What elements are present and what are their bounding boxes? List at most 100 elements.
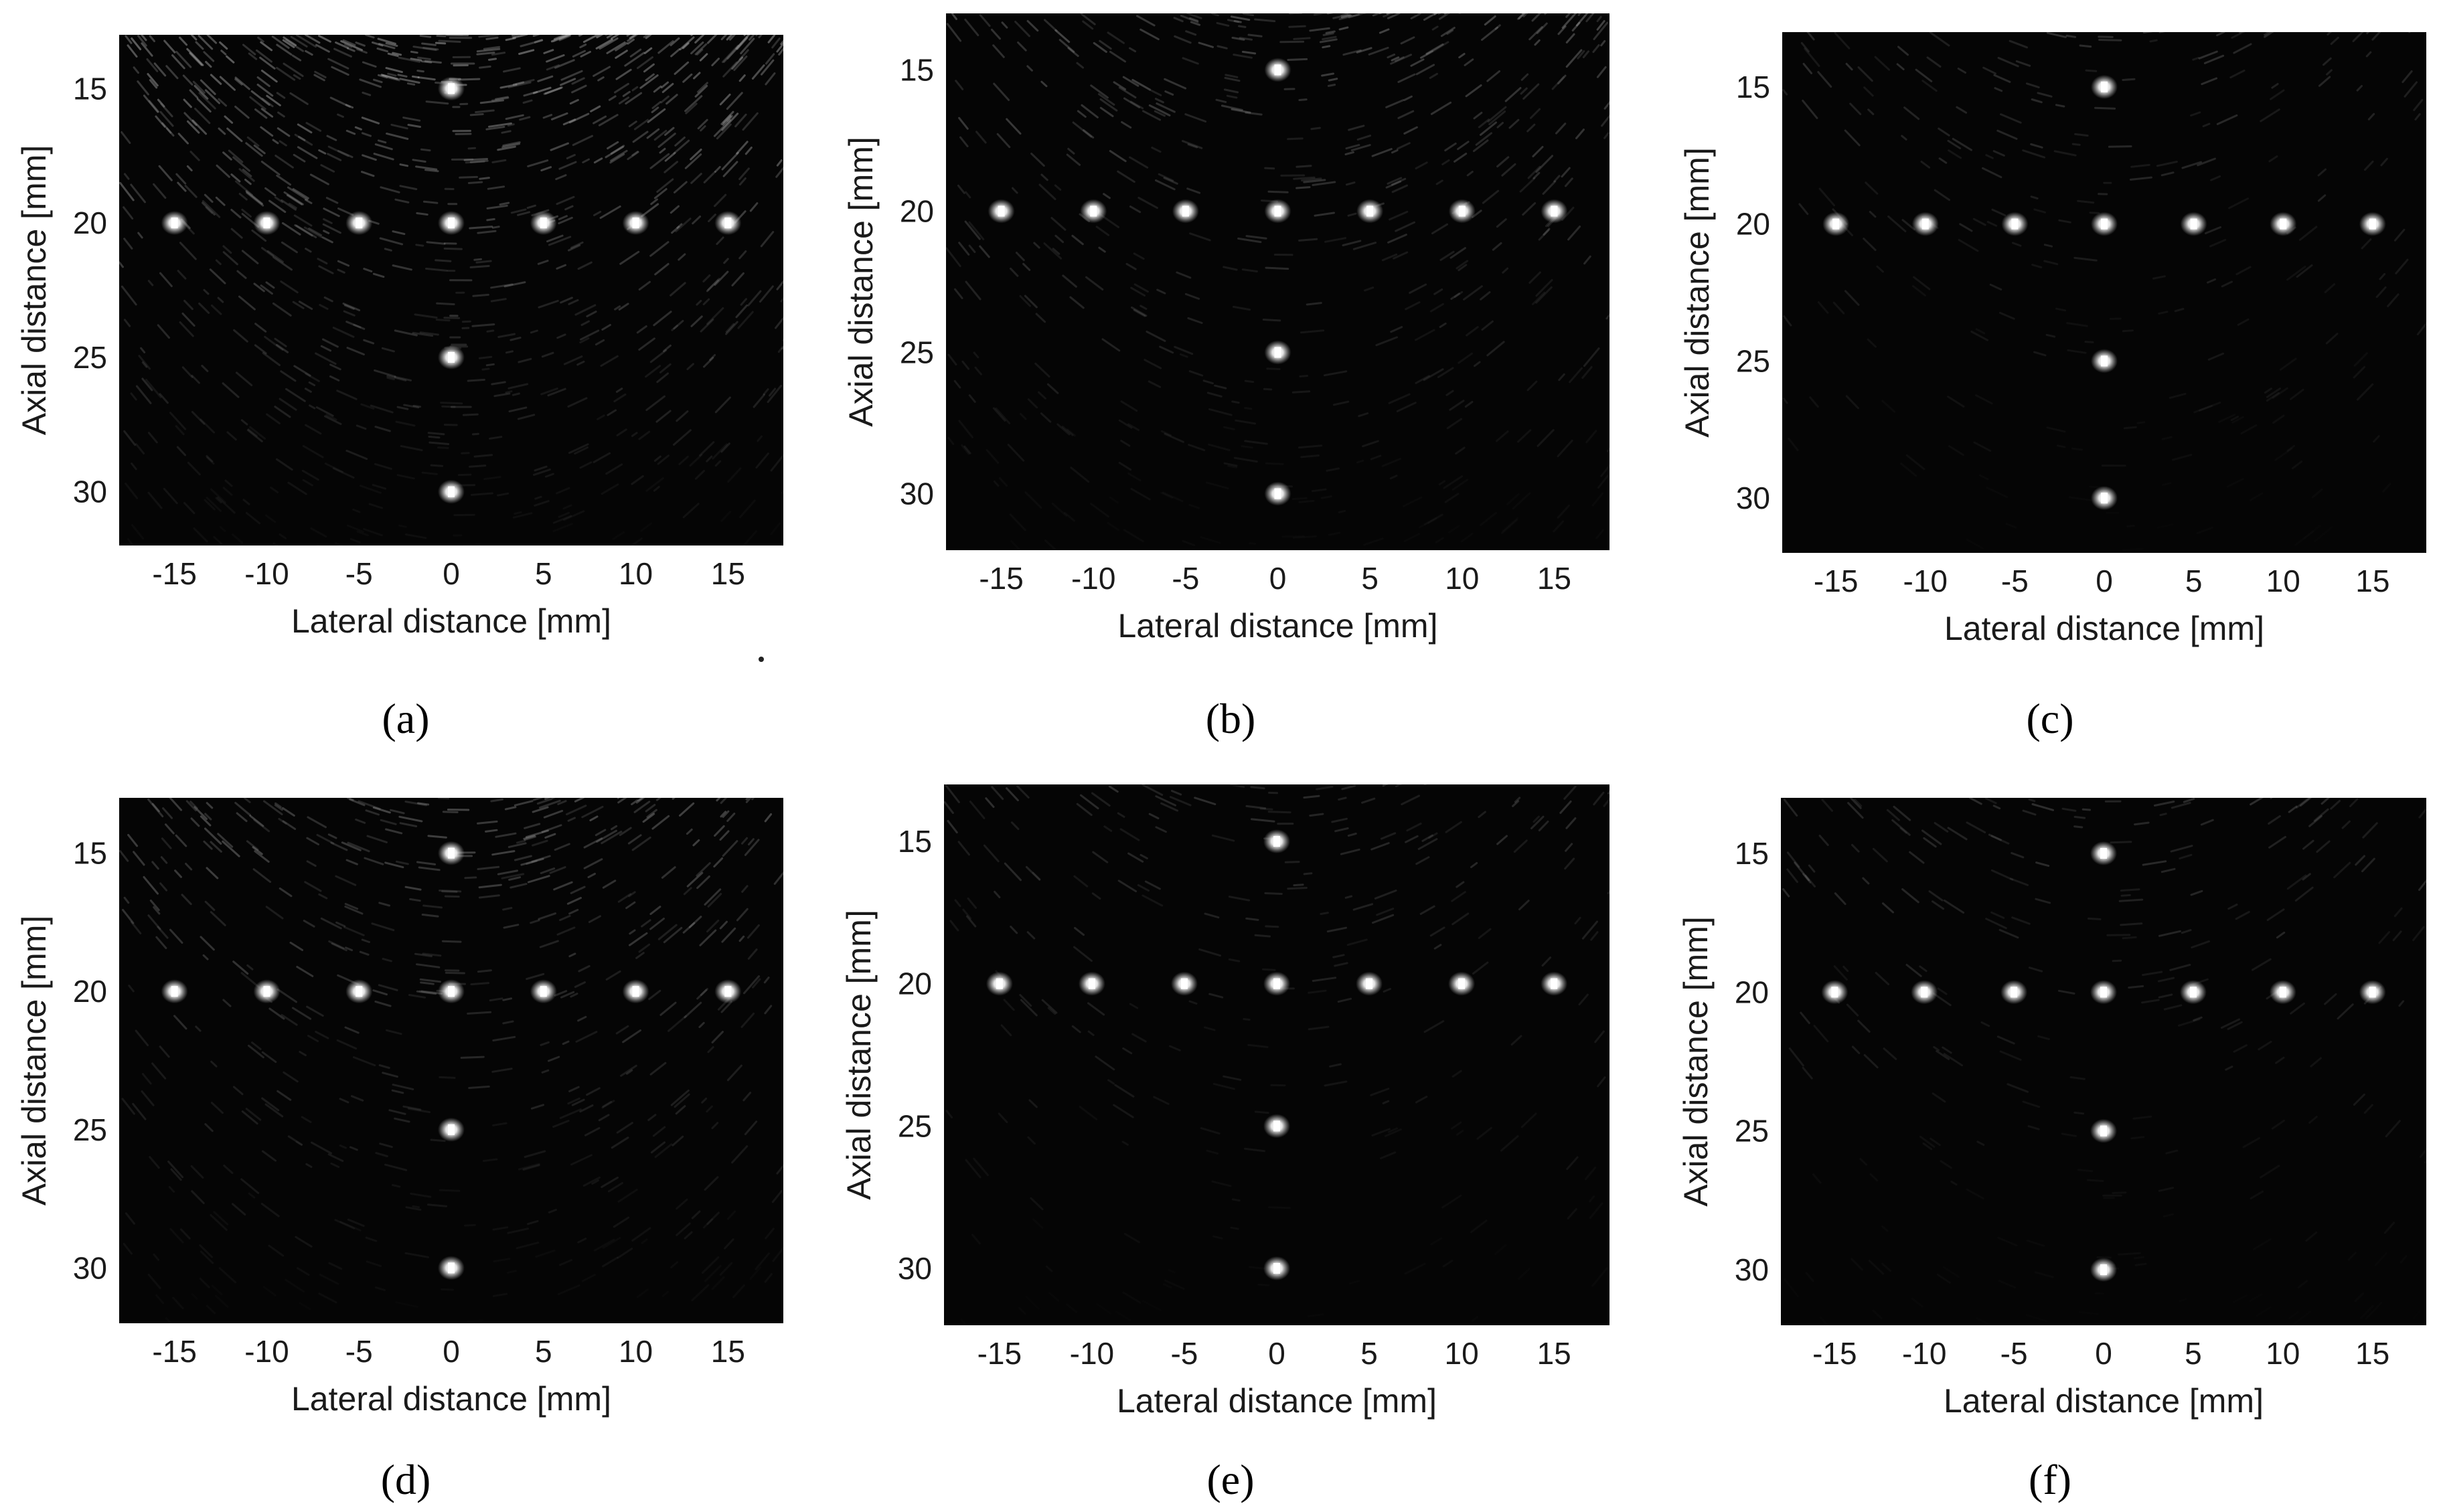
y-axis-title: Axial distance [mm] [840, 910, 878, 1199]
point-target [1263, 1256, 1290, 1280]
plot-area [1782, 32, 2426, 553]
point-target [2091, 486, 2118, 511]
x-tick-label: 0 [2096, 564, 2113, 598]
point-target [253, 979, 281, 1004]
point-target [1263, 971, 1290, 996]
x-tick-label: 10 [2266, 1336, 2300, 1371]
panel-e: 15 20 25 30 -15 -10 -5 0 5 10 15 Lateral distance [… [840, 784, 1609, 1503]
x-axis-title: Lateral distance [mm] [1944, 610, 2264, 647]
x-tick-label: -5 [345, 556, 373, 591]
point-target [986, 971, 1013, 996]
x-tick-label: -15 [152, 556, 196, 591]
x-tick-label: 15 [1537, 1336, 1571, 1371]
point-target [345, 211, 373, 236]
plot-area [1781, 798, 2426, 1325]
x-tick-label: -10 [1070, 1336, 1114, 1371]
point-target [438, 76, 465, 101]
x-tick-label: -10 [1903, 564, 1948, 598]
panel-caption: (d) [381, 1456, 431, 1503]
point-target [1822, 212, 1850, 236]
plot-area [119, 35, 783, 545]
point-target [438, 1256, 465, 1280]
y-axis-title: Axial distance [mm] [1677, 916, 1715, 1206]
point-target [2179, 980, 2207, 1005]
y-tick-label: 20 [1735, 975, 1769, 1009]
point-target [1078, 971, 1105, 996]
x-tick-label: 0 [1268, 1336, 1285, 1371]
x-tick-label: 5 [535, 1334, 552, 1369]
x-axis-title: Lateral distance [mm] [291, 1380, 611, 1418]
panel-d: 15 20 25 30 -15 -10 -5 0 5 10 15 Lateral distance [… [15, 798, 783, 1503]
y-tick-label: 25 [900, 335, 934, 370]
x-tick-label: 5 [2185, 564, 2203, 598]
point-target [1541, 971, 1568, 996]
y-tick-label: 30 [73, 1250, 107, 1285]
stray-dot [759, 657, 764, 662]
point-target [1541, 199, 1568, 224]
point-target [1263, 1114, 1290, 1139]
point-target [1911, 212, 1939, 236]
y-tick-label: 25 [1735, 1114, 1769, 1149]
point-target [1821, 980, 1849, 1005]
y-tick-label: 20 [1736, 207, 1770, 242]
point-target [1264, 58, 1291, 82]
y-tick-label: 25 [898, 1108, 932, 1143]
point-target [622, 211, 649, 236]
x-tick-label: 10 [1445, 561, 1479, 596]
y-tick-label: 25 [73, 1112, 107, 1147]
x-axis-title: Lateral distance [mm] [1118, 607, 1438, 645]
y-tick-label: 20 [73, 974, 107, 1009]
x-tick-label: 5 [2185, 1336, 2202, 1371]
x-tick-label: 15 [2355, 564, 2389, 598]
x-tick-label: -10 [1902, 1336, 1946, 1371]
y-axis-title: Axial distance [mm] [842, 137, 880, 426]
x-tick-label: 15 [711, 556, 745, 591]
x-tick-label: -5 [2001, 564, 2029, 598]
x-tick-label: -10 [244, 556, 289, 591]
point-target [438, 345, 465, 369]
point-target [345, 979, 373, 1004]
point-target [2091, 74, 2118, 99]
point-target [2180, 212, 2207, 236]
point-target [2359, 212, 2386, 236]
panel-caption: (f) [2029, 1456, 2071, 1503]
x-tick-label: -15 [1814, 564, 1858, 598]
x-tick-label: -5 [1172, 561, 1199, 596]
y-tick-label: 25 [1736, 343, 1770, 378]
plot-area [946, 13, 1609, 550]
point-target [1448, 199, 1476, 224]
x-axis-title: Lateral distance [mm] [1944, 1382, 2264, 1420]
speckle-texture [1782, 32, 2426, 501]
point-target [530, 979, 557, 1004]
y-tick-label: 30 [73, 475, 107, 509]
y-tick-label: 30 [1735, 1252, 1769, 1287]
x-tick-label: 0 [1269, 561, 1287, 596]
x-tick-label: -10 [244, 1334, 289, 1369]
y-tick-label: 15 [73, 836, 107, 871]
point-target [714, 211, 742, 236]
y-tick-label: 20 [900, 193, 934, 228]
y-tick-label: 30 [1736, 481, 1770, 515]
speckle-texture [119, 798, 783, 1315]
point-target [2090, 980, 2117, 1005]
point-target [2000, 980, 2028, 1005]
x-tick-label: 0 [443, 1334, 460, 1369]
y-tick-label: 25 [73, 340, 107, 375]
point-target [2269, 980, 2296, 1005]
point-target [1263, 829, 1290, 854]
x-tick-label: -15 [1812, 1336, 1857, 1371]
x-tick-label: 0 [2095, 1336, 2112, 1371]
point-target [714, 979, 742, 1004]
point-target [1356, 971, 1383, 996]
y-axis-title: Axial distance [mm] [15, 916, 53, 1205]
x-tick-label: -15 [152, 1334, 196, 1369]
plot-area [944, 784, 1609, 1325]
y-tick-label: 20 [73, 205, 107, 240]
y-axis-title: Axial distance [mm] [15, 145, 53, 435]
speckle-texture [944, 784, 1609, 1274]
x-tick-label: -10 [1071, 561, 1115, 596]
point-target [1264, 481, 1291, 506]
panel-caption: (c) [2026, 695, 2073, 742]
point-target [1448, 971, 1476, 996]
y-tick-label: 15 [73, 71, 107, 106]
